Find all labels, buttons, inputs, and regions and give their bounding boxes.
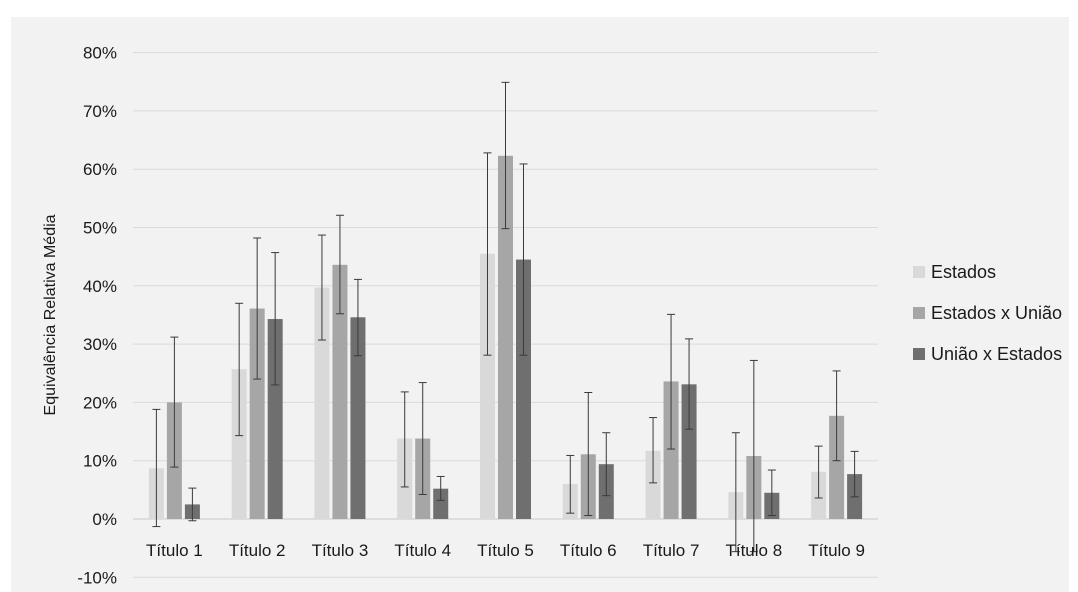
y-tick-label: -10%: [77, 568, 117, 587]
legend-label: Estados: [931, 262, 996, 282]
bar: [267, 319, 283, 519]
y-axis-ticks: -10% 0% 10% 20% 30% 40% 50% 60% 70% 80%: [77, 44, 117, 588]
bar: [663, 381, 679, 519]
bar: [645, 450, 661, 519]
y-tick-label: 10%: [83, 452, 117, 471]
x-tick-label: Título 4: [394, 541, 451, 560]
legend-label: União x Estados: [931, 344, 1062, 364]
legend-label: Estados x União: [931, 303, 1062, 323]
bar: [314, 287, 330, 519]
y-tick-label: 30%: [83, 335, 117, 354]
bar: [332, 264, 348, 519]
y-tick-label: 0%: [92, 510, 117, 529]
bar: [829, 415, 845, 519]
bar: [516, 259, 531, 519]
bar: [231, 369, 247, 519]
x-tick-label: Título 5: [477, 541, 534, 560]
x-tick-label: Título 2: [229, 541, 286, 560]
x-tick-label: Título 6: [560, 541, 617, 560]
error-bars: [152, 81, 859, 553]
x-tick-label: Título 9: [808, 541, 865, 560]
x-tick-label: Título 7: [643, 541, 700, 560]
x-tick-label: Título 1: [146, 541, 203, 560]
bar: [498, 155, 513, 519]
bars: [148, 155, 863, 520]
y-tick-label: 70%: [83, 102, 117, 121]
legend: Estados Estados x União União x Estados: [913, 262, 1062, 364]
y-tick-label: 60%: [83, 160, 117, 179]
bar: [480, 253, 495, 520]
bar: [433, 488, 449, 519]
legend-swatch: [913, 266, 925, 278]
y-axis-title: Equivalência Relativa Média: [42, 214, 59, 415]
y-tick-label: 50%: [83, 219, 117, 238]
y-tick-label: 20%: [83, 393, 117, 412]
bar: [249, 308, 265, 519]
y-tick-label: 80%: [83, 44, 117, 63]
x-axis-ticks: Título 1 Título 2 Título 3 Título 4 Título 5…: [146, 541, 865, 560]
legend-swatch: [913, 348, 925, 360]
bar: [350, 317, 366, 519]
y-tick-label: 40%: [83, 277, 117, 296]
x-tick-label: Título 8: [725, 541, 782, 560]
x-tick-label: Título 3: [312, 541, 369, 560]
legend-swatch: [913, 307, 925, 319]
chart-area-background: [11, 17, 1069, 592]
bar: [681, 384, 697, 519]
